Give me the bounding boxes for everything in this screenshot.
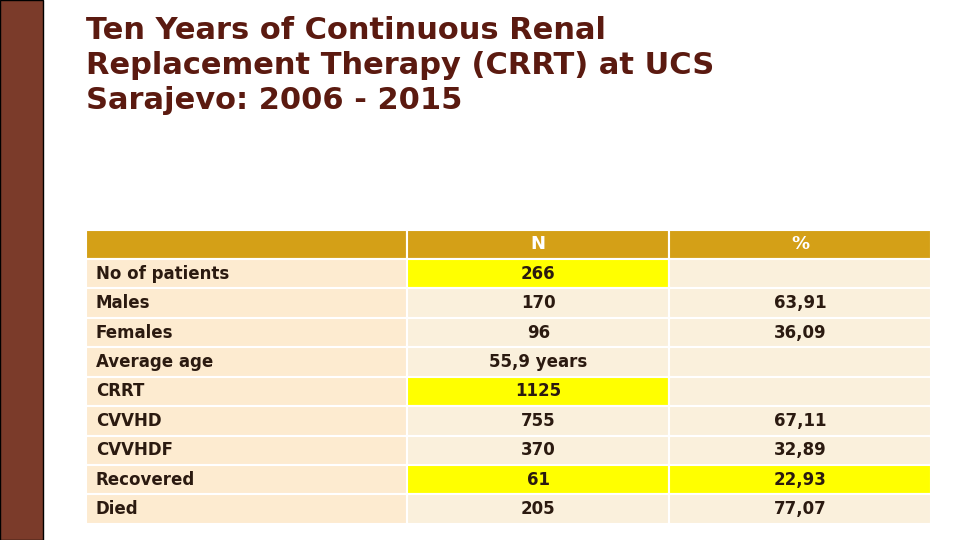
Text: Died: Died bbox=[96, 500, 138, 518]
Text: Recovered: Recovered bbox=[96, 471, 195, 489]
Text: CVVHDF: CVVHDF bbox=[96, 441, 173, 459]
Text: Females: Females bbox=[96, 323, 174, 341]
Text: N: N bbox=[531, 235, 546, 253]
Text: No of patients: No of patients bbox=[96, 265, 229, 282]
Text: 96: 96 bbox=[527, 323, 550, 341]
Text: 755: 755 bbox=[521, 412, 556, 430]
Text: Average age: Average age bbox=[96, 353, 213, 371]
Text: 61: 61 bbox=[527, 471, 550, 489]
Text: %: % bbox=[791, 235, 809, 253]
Text: 205: 205 bbox=[521, 500, 556, 518]
Text: 266: 266 bbox=[521, 265, 556, 282]
Text: Ten Years of Continuous Renal
Replacement Therapy (CRRT) at UCS
Sarajevo: 2006 -: Ten Years of Continuous Renal Replacemen… bbox=[86, 16, 714, 114]
Text: Males: Males bbox=[96, 294, 151, 312]
Text: 170: 170 bbox=[521, 294, 556, 312]
Text: 32,89: 32,89 bbox=[774, 441, 827, 459]
Text: CRRT: CRRT bbox=[96, 382, 144, 400]
Text: 22,93: 22,93 bbox=[774, 471, 827, 489]
Text: 1125: 1125 bbox=[516, 382, 562, 400]
Text: CVVHD: CVVHD bbox=[96, 412, 161, 430]
Text: 63,91: 63,91 bbox=[774, 294, 827, 312]
Text: 67,11: 67,11 bbox=[774, 412, 827, 430]
Text: 55,9 years: 55,9 years bbox=[490, 353, 588, 371]
Text: 36,09: 36,09 bbox=[774, 323, 827, 341]
Text: 370: 370 bbox=[521, 441, 556, 459]
Text: 77,07: 77,07 bbox=[774, 500, 827, 518]
